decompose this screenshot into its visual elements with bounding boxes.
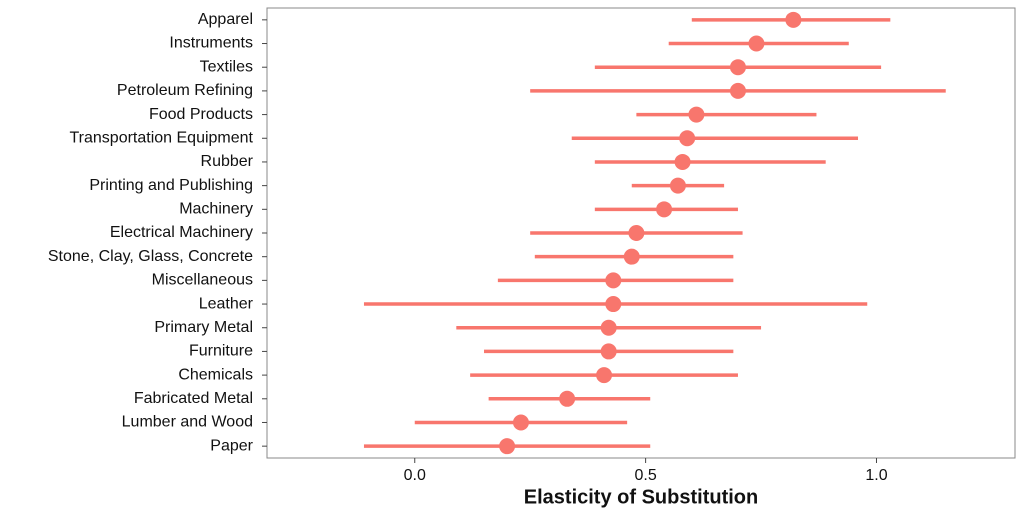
y-tick-label: Electrical Machinery	[110, 224, 253, 241]
point	[729, 59, 746, 76]
point	[669, 177, 686, 194]
point	[499, 438, 516, 455]
point	[656, 201, 673, 218]
x-axis-title: Elasticity of Substitution	[524, 486, 758, 508]
point	[623, 248, 640, 265]
x-tick-label: 1.0	[865, 467, 887, 484]
point	[600, 343, 617, 360]
y-tick-label: Fabricated Metal	[134, 390, 253, 407]
y-tick-label: Instruments	[169, 35, 253, 52]
point	[596, 367, 613, 384]
point	[748, 35, 765, 52]
y-tick-label: Rubber	[201, 153, 254, 170]
y-tick-label: Primary Metal	[154, 319, 253, 336]
point	[512, 414, 529, 431]
point	[679, 130, 696, 147]
y-tick-label: Stone, Clay, Glass, Concrete	[48, 248, 253, 265]
y-tick-label: Machinery	[179, 201, 253, 218]
point	[600, 319, 617, 336]
y-tick-label: Textiles	[200, 58, 253, 75]
y-tick-label: Transportation Equipment	[69, 129, 253, 146]
point	[605, 296, 622, 313]
x-tick-label: 0.5	[634, 467, 656, 484]
point	[628, 225, 645, 241]
y-tick-label: Apparel	[198, 11, 253, 28]
y-tick-label: Miscellaneous	[152, 272, 253, 289]
y-tick-label: Food Products	[149, 106, 253, 123]
y-tick-label: Printing and Publishing	[89, 177, 253, 194]
y-tick-label: Paper	[210, 437, 253, 454]
point	[559, 390, 576, 407]
y-tick-label: Leather	[199, 295, 254, 312]
x-tick-label: 0.0	[404, 467, 426, 484]
y-tick-label: Furniture	[189, 343, 253, 360]
point	[605, 272, 622, 289]
y-tick-label: Chemicals	[178, 366, 253, 383]
y-tick-label: Lumber and Wood	[122, 414, 253, 431]
point	[785, 11, 802, 28]
point	[729, 82, 746, 99]
point	[688, 106, 705, 123]
point	[674, 153, 691, 170]
y-tick-label: Petroleum Refining	[117, 82, 253, 99]
